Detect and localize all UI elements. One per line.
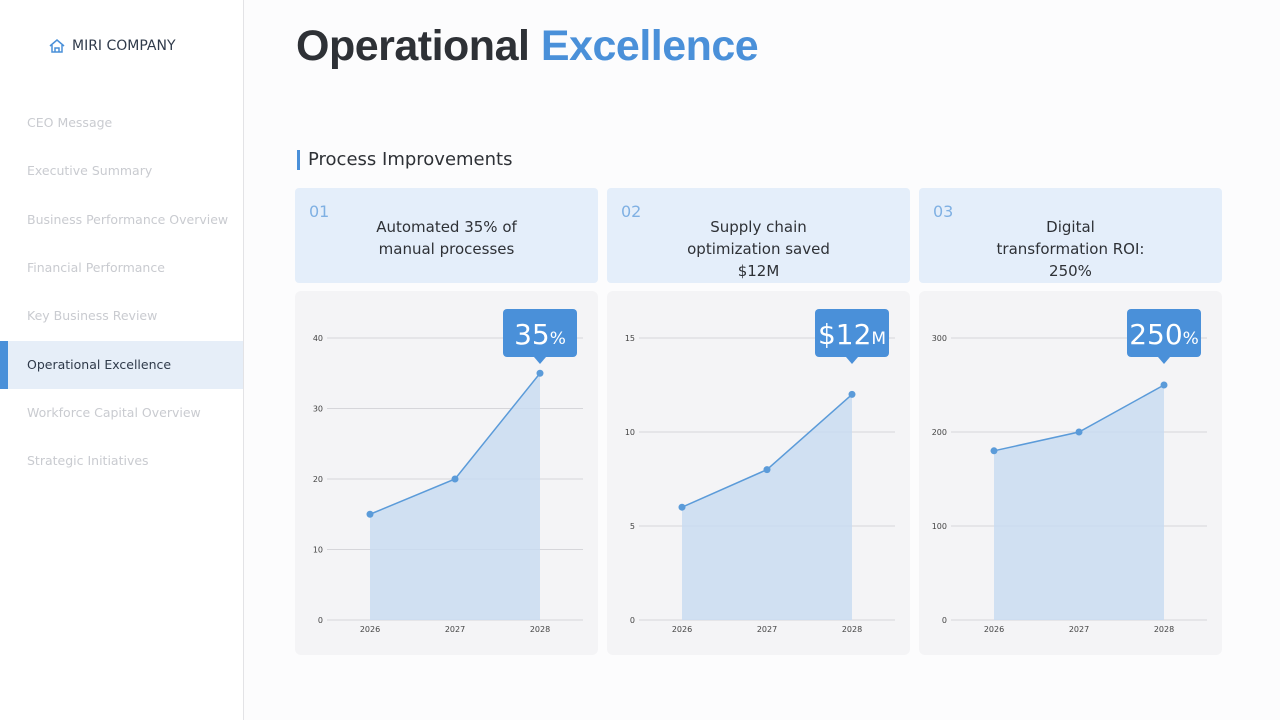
x-tick-label: 2028 xyxy=(530,625,550,634)
callout-value: 35 xyxy=(514,318,550,351)
y-tick-label: 0 xyxy=(630,616,635,625)
y-tick-label: 10 xyxy=(313,546,323,555)
x-tick-label: 2027 xyxy=(1069,625,1089,634)
nav-item[interactable]: Strategic Initiatives xyxy=(27,453,149,469)
y-tick-label: 30 xyxy=(313,405,323,414)
chart: 0 100 200 300 2026 2027 2028 250% xyxy=(932,309,1207,634)
page-title: Operational Excellence xyxy=(296,22,759,71)
callout: 250% xyxy=(1129,318,1199,351)
point xyxy=(1075,428,1083,436)
logo-text: MIRI COMPANY xyxy=(72,38,176,54)
card-text: Supply chain optimization saved $12M xyxy=(687,218,830,280)
card-number: 03 xyxy=(933,202,954,221)
y-tick-label: 300 xyxy=(932,334,947,343)
metric-card: 02 Supply chain optimization saved $12M xyxy=(607,188,910,283)
area xyxy=(682,394,852,620)
x-tick-label: 2026 xyxy=(984,625,1004,634)
card-text: Automated 35% of manual processes xyxy=(376,218,517,258)
y-tick-label: 0 xyxy=(942,616,947,625)
callout-value: 250 xyxy=(1129,318,1182,351)
point xyxy=(678,503,686,511)
chart: 0 10 20 30 40 2026 2027 2028 35% xyxy=(313,309,583,634)
callout: 35% xyxy=(514,318,566,351)
title-accent: Excellence xyxy=(540,22,759,70)
card-number: 02 xyxy=(621,202,642,221)
nav-item[interactable]: Business Performance Overview xyxy=(27,211,229,227)
x-tick-label: 2028 xyxy=(1154,625,1174,634)
callout-unit: M xyxy=(871,329,886,349)
y-tick-label: 5 xyxy=(630,522,635,531)
sidebar: MIRI COMPANY CEO Message Executive Summar… xyxy=(0,0,244,720)
callout-arrow xyxy=(1158,357,1170,364)
y-tick-label: 15 xyxy=(625,334,635,343)
y-tick-label: 100 xyxy=(932,522,947,531)
callout-value: $12 xyxy=(818,318,871,351)
nav-item[interactable]: Executive Summary xyxy=(27,163,153,179)
y-tick-label: 200 xyxy=(932,428,947,437)
point xyxy=(1160,381,1168,389)
point xyxy=(366,510,374,518)
chart-card: 0 5 10 15 2026 2027 2028 $12M xyxy=(607,291,910,655)
metric-card: 03 Digital transformation ROI: 250% xyxy=(919,188,1222,283)
logo: MIRI COMPANY xyxy=(48,38,176,54)
y-tick-label: 0 xyxy=(318,616,323,625)
chart-card: 0 10 20 30 40 2026 2027 2028 35% xyxy=(295,291,598,655)
y-tick-label: 40 xyxy=(313,334,323,343)
point xyxy=(536,369,544,377)
callout-arrow xyxy=(846,357,858,364)
card-number: 01 xyxy=(309,202,330,221)
point xyxy=(848,390,856,398)
area xyxy=(370,373,540,620)
title-dark: Operational xyxy=(296,22,530,70)
section-title: Process Improvements xyxy=(297,150,512,170)
point xyxy=(763,466,771,474)
nav-item[interactable]: Key Business Review xyxy=(27,308,158,324)
callout-unit: % xyxy=(1183,329,1199,349)
nav-item[interactable]: Financial Performance xyxy=(27,259,165,275)
x-tick-label: 2026 xyxy=(672,625,692,634)
chart-card: 0 100 200 300 2026 2027 2028 250% xyxy=(919,291,1222,655)
area xyxy=(994,385,1164,620)
card-text: Digital transformation ROI: 250% xyxy=(996,218,1145,280)
callout-arrow xyxy=(534,357,546,364)
callout-box xyxy=(1127,309,1201,357)
callout-box xyxy=(503,309,577,357)
x-tick-label: 2027 xyxy=(757,625,777,634)
metric-card: 01 Automated 35% of manual processes xyxy=(295,188,598,283)
logo-icon xyxy=(49,39,65,53)
nav-item[interactable]: CEO Message xyxy=(27,115,113,130)
y-tick-label: 20 xyxy=(313,475,323,484)
nav-item[interactable]: Operational Excellence xyxy=(0,340,243,389)
callout-unit: % xyxy=(550,329,566,349)
x-tick-label: 2028 xyxy=(842,625,862,634)
nav-item[interactable]: Workforce Capital Overview xyxy=(27,404,201,420)
x-tick-label: 2027 xyxy=(445,625,465,634)
callout: $12M xyxy=(818,318,886,351)
point xyxy=(990,447,998,455)
x-tick-label: 2026 xyxy=(360,625,380,634)
callout-box xyxy=(815,309,889,357)
point xyxy=(451,475,459,483)
y-tick-label: 10 xyxy=(625,428,635,437)
chart: 0 5 10 15 2026 2027 2028 $12M xyxy=(625,309,895,634)
